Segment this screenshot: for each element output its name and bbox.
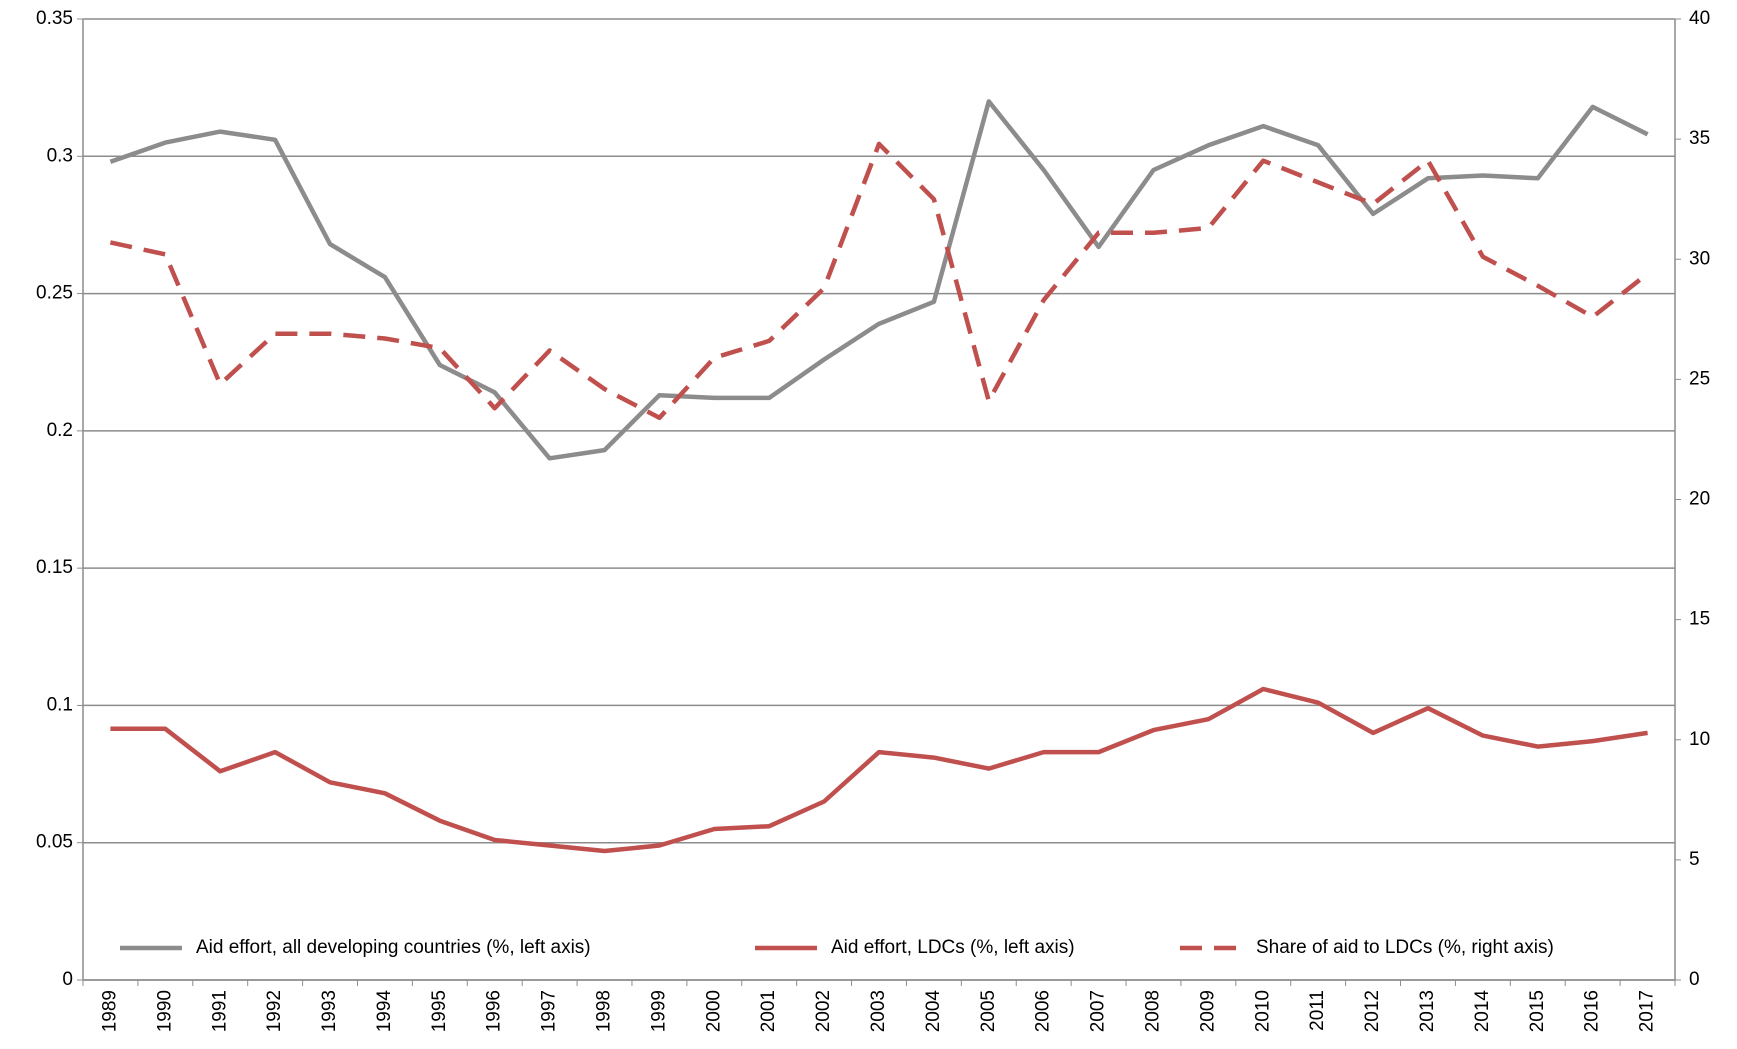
- legend-label: Aid effort, all developing countries (%,…: [196, 937, 591, 958]
- x-tick-label: 2002: [813, 990, 834, 1032]
- y2-tick-label: 20: [1689, 489, 1710, 510]
- x-tick-label: 1998: [594, 990, 615, 1032]
- x-tick-label: 2013: [1417, 990, 1438, 1032]
- legend-label: Aid effort, LDCs (%, left axis): [831, 937, 1075, 958]
- x-tick-label: 2009: [1197, 990, 1218, 1032]
- y2-tick-label: 10: [1689, 729, 1710, 750]
- x-tick-label: 2012: [1362, 990, 1383, 1032]
- x-tick-label: 1993: [319, 990, 340, 1032]
- x-tick-label: 2006: [1033, 990, 1054, 1032]
- x-tick-label: 2003: [868, 990, 889, 1032]
- y-tick-label: 0.25: [36, 283, 73, 304]
- x-tick-label: 1995: [429, 990, 450, 1032]
- x-tick-label: 2017: [1637, 990, 1658, 1032]
- x-tick-label: 1992: [264, 990, 285, 1032]
- y2-tick-label: 30: [1689, 248, 1710, 269]
- y2-tick-label: 35: [1689, 128, 1710, 149]
- y2-tick-label: 40: [1689, 8, 1710, 29]
- x-tick-label: 2008: [1142, 990, 1163, 1032]
- y2-tick-label: 15: [1689, 609, 1710, 630]
- x-tick-label: 2016: [1582, 990, 1603, 1032]
- x-tick-label: 1996: [484, 990, 505, 1032]
- y2-tick-label: 0: [1689, 969, 1700, 990]
- y-tick-label: 0.3: [47, 145, 73, 166]
- x-tick-label: 1990: [154, 990, 175, 1032]
- x-tick-label: 1997: [539, 990, 560, 1032]
- y-tick-label: 0.35: [36, 8, 73, 29]
- y-tick-label: 0.15: [36, 557, 73, 578]
- x-tick-label: 2001: [758, 990, 779, 1032]
- x-tick-label: 2007: [1088, 990, 1109, 1032]
- x-tick-label: 2000: [703, 990, 724, 1032]
- data-line: [110, 686, 1648, 854]
- x-tick-label: 1991: [209, 990, 230, 1032]
- y2-tick-label: 5: [1689, 849, 1700, 870]
- x-tick-label: 2005: [978, 990, 999, 1032]
- data-line: [109, 99, 1649, 461]
- x-tick-label: 2010: [1252, 990, 1273, 1032]
- x-tick-label: 2011: [1307, 990, 1328, 1031]
- y-tick-label: 0.1: [47, 694, 73, 715]
- x-tick-label: 1999: [648, 990, 669, 1032]
- x-tick-label: 1989: [99, 990, 120, 1032]
- x-tick-label: 2014: [1472, 990, 1493, 1033]
- x-tick-label: 1994: [374, 990, 395, 1033]
- y-tick-label: 0: [62, 969, 73, 990]
- data-line: [109, 141, 1649, 421]
- y2-tick-label: 25: [1689, 368, 1710, 389]
- x-tick-label: 2004: [923, 990, 944, 1033]
- x-tick-label: 2015: [1527, 990, 1548, 1032]
- y-tick-label: 0.05: [36, 832, 73, 853]
- y-tick-label: 0.2: [47, 420, 73, 441]
- legend-label: Share of aid to LDCs (%, right axis): [1256, 937, 1554, 958]
